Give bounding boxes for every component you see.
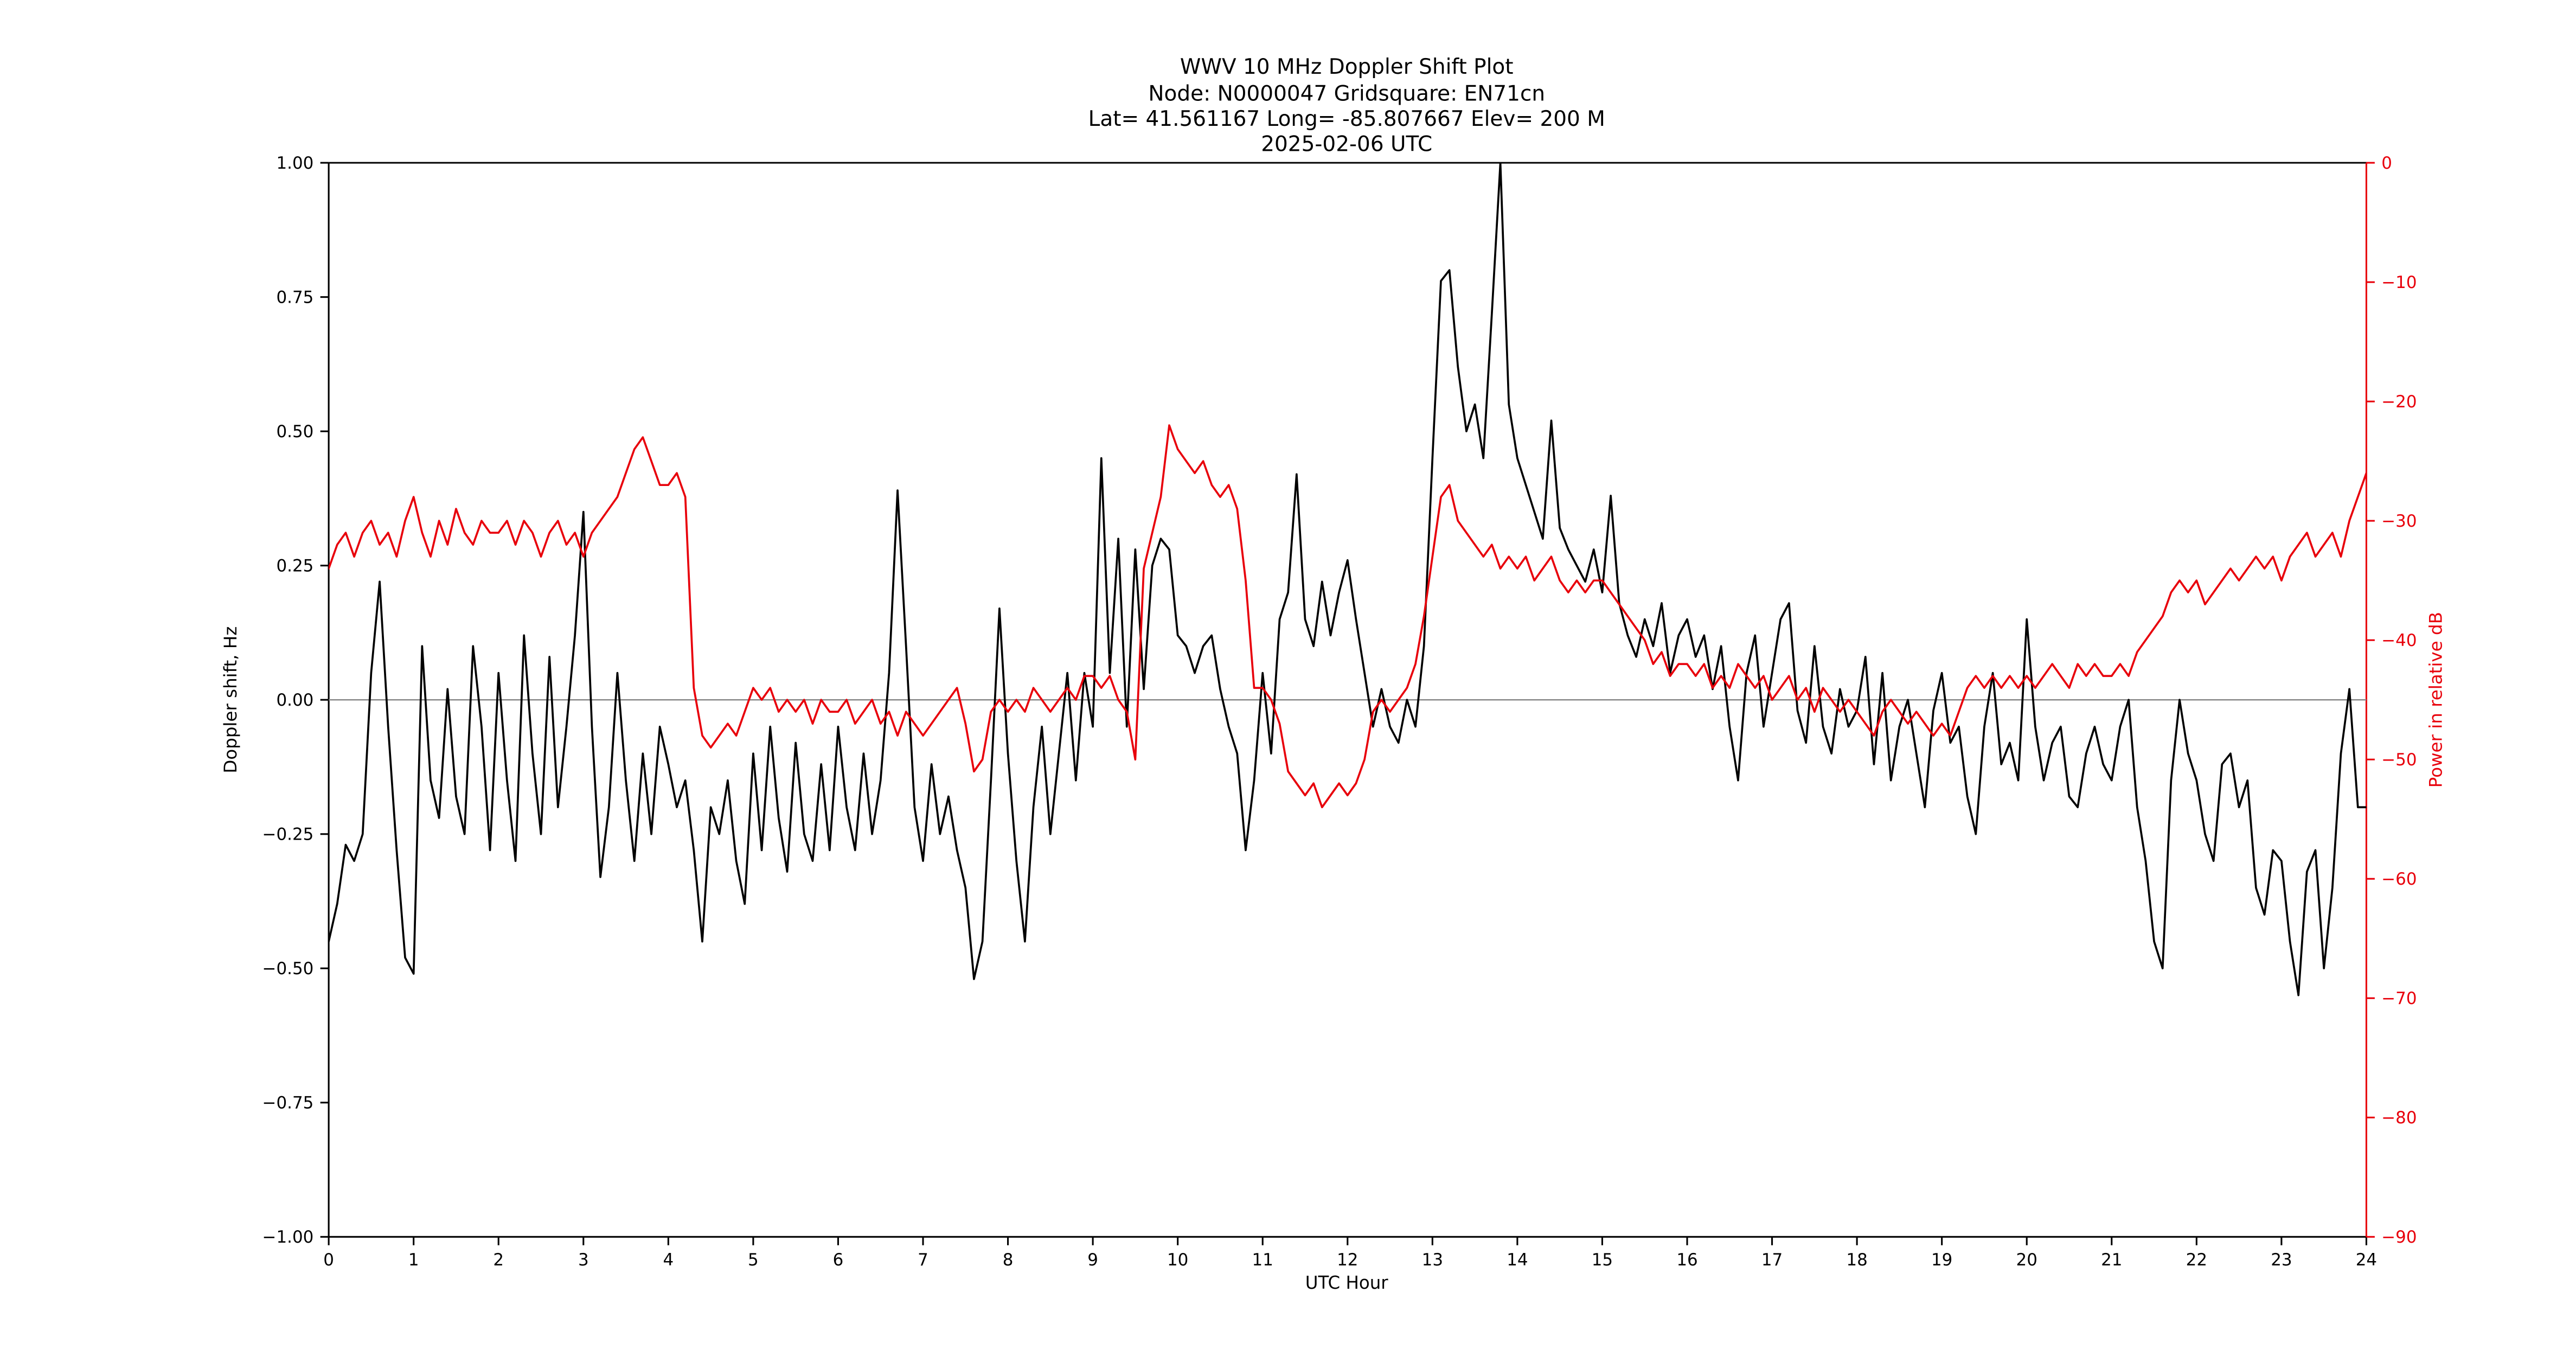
left-axis-ticks: 1.00 0.75 0.50 0.25 0.00 −0.25 −0.50 −0.75 −1.00	[262, 153, 329, 1247]
x-tick-label: 19	[1931, 1250, 1952, 1270]
series-right-line	[329, 424, 2367, 809]
left-tick-label: −1.00	[262, 1227, 314, 1247]
right-tick-label: −10	[2381, 273, 2417, 292]
x-axis-label: UTC Hour	[1305, 1272, 1389, 1293]
x-tick-label: 11	[1252, 1250, 1273, 1270]
x-tick-label: 22	[2186, 1250, 2207, 1270]
x-tick-label: 7	[918, 1250, 928, 1270]
x-tick-label: 17	[1761, 1250, 1783, 1270]
x-tick-label: 13	[1422, 1250, 1443, 1270]
chart-subtitle-location: Lat= 41.561167 Long= -85.807667 Elev= 20…	[1088, 107, 1605, 131]
left-tick-label: −0.25	[262, 825, 314, 845]
x-tick-label: 1	[408, 1250, 419, 1270]
x-tick-label: 4	[663, 1250, 674, 1270]
x-tick-label: 20	[2016, 1250, 2037, 1270]
x-tick-label: 2	[493, 1250, 504, 1270]
left-y-axis-label: Doppler shift, Hz	[220, 626, 241, 773]
right-tick-label: −40	[2381, 631, 2417, 650]
x-tick-label: 0	[323, 1250, 334, 1270]
right-tick-label: −80	[2381, 1108, 2417, 1128]
chart-subtitle-node: Node: N0000047 Gridsquare: EN71cn	[1148, 82, 1545, 106]
chart-subtitle-date: 2025-02-06 UTC	[1261, 132, 1432, 156]
x-tick-label: 16	[1676, 1250, 1697, 1270]
left-tick-label: −0.75	[262, 1093, 314, 1113]
right-tick-label: −20	[2381, 392, 2417, 412]
x-tick-label: 12	[1337, 1250, 1358, 1270]
x-axis-ticks: 0 1 2 3 4 5 6 7 8 9 10 11 12 13 14 15 16 17 18 19 20 21 22 23 24	[323, 1237, 2377, 1270]
x-tick-label: 23	[2271, 1250, 2292, 1270]
x-tick-label: 6	[833, 1250, 844, 1270]
left-tick-label: 0.00	[276, 690, 313, 710]
right-axis-ticks: 0 −10 −20 −30 −40 −50 −60 −70 −80 −90	[2366, 153, 2417, 1247]
x-tick-label: 8	[1003, 1250, 1014, 1270]
x-tick-label: 18	[1846, 1250, 1867, 1270]
right-tick-label: −90	[2381, 1227, 2417, 1247]
x-tick-label: 3	[578, 1250, 589, 1270]
chart-title: WWV 10 MHz Doppler Shift Plot	[1180, 55, 1514, 79]
left-tick-label: 0.25	[276, 557, 313, 576]
right-tick-label: −60	[2381, 869, 2417, 889]
left-tick-label: 0.50	[276, 422, 313, 442]
right-tick-label: −70	[2381, 989, 2417, 1008]
x-tick-label: 14	[1507, 1250, 1528, 1270]
x-tick-label: 5	[748, 1250, 759, 1270]
left-tick-label: 1.00	[276, 153, 313, 173]
left-tick-label: −0.50	[262, 959, 314, 978]
x-tick-label: 10	[1167, 1250, 1188, 1270]
series-left-line	[329, 163, 2367, 996]
x-tick-label: 24	[2356, 1250, 2377, 1270]
x-tick-label: 21	[2101, 1250, 2122, 1270]
data-series	[329, 163, 2367, 996]
right-tick-label: −50	[2381, 750, 2417, 770]
x-tick-label: 15	[1592, 1250, 1613, 1270]
right-tick-label: 0	[2381, 153, 2392, 173]
x-tick-label: 9	[1087, 1250, 1098, 1270]
left-tick-label: 0.75	[276, 287, 313, 307]
right-tick-label: −30	[2381, 511, 2417, 531]
right-y-axis-label: Power in relative dB	[2426, 612, 2446, 788]
